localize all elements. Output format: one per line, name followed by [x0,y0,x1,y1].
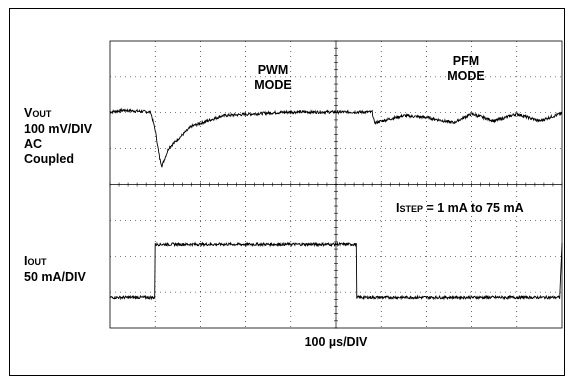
vout-scale: 100 mV/DIV [24,122,93,136]
vout-coupling-line1: AC [24,137,43,151]
vout-channel-label: VOUT 100 mV/DIV AC Coupled [24,106,92,167]
iout-name: IOUT [24,254,47,268]
vout-trace [109,107,563,168]
grid [109,40,563,329]
istep-label: ISTEP = 1 mA to 75 mA [396,201,524,215]
x-scale-label: 100 µs/DIV [304,335,368,349]
iout-trace [109,241,563,301]
pwm-mode-annotation: PWM MODE [243,63,303,93]
vout-name: VOUT [24,106,52,120]
pfm-mode-annotation: PFM MODE [436,54,496,84]
vout-coupling-line2: Coupled [24,152,74,166]
traces [109,107,563,301]
pwm-mode-line2: MODE [254,78,292,92]
pfm-mode-line2: MODE [447,69,485,83]
iout-scale: 50 mA/DIV [24,270,86,284]
pfm-mode-line1: PFM [452,54,480,68]
iout-channel-label: IOUT 50 mA/DIV [24,254,86,285]
pwm-mode-line1: PWM [257,63,289,77]
figure-frame [9,8,565,376]
